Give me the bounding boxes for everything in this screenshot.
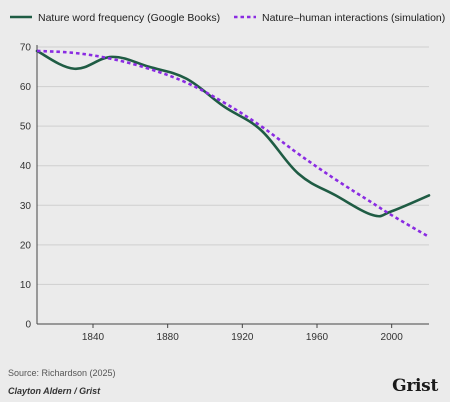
y-tick-label-70: 70: [20, 43, 32, 54]
y-tick-label-0: 0: [25, 320, 31, 331]
x-tick-label-1960: 1960: [306, 332, 329, 343]
y-tick-label-60: 60: [20, 82, 32, 93]
legend-label-2: Nature–human interactions (simulation): [262, 12, 445, 24]
byline: Clayton Aldern / Grist: [8, 386, 101, 396]
x-tick-label-1840: 1840: [82, 332, 105, 343]
source-note: Source: Richardson (2025): [8, 368, 116, 378]
x-tick-label-2000: 2000: [381, 332, 404, 343]
x-tick-label-1920: 1920: [231, 332, 254, 343]
y-tick-label-20: 20: [20, 240, 32, 251]
line-chart: 0 10 20 30 40 50 60 70 1840 1880 1920 1960 2000 Natur…: [10, 12, 445, 343]
series-line-word-frequency: [35, 49, 431, 218]
y-tick-label-40: 40: [20, 161, 32, 172]
series-line-simulation: [36, 49, 430, 239]
y-tick-label-50: 50: [20, 122, 32, 133]
x-tick-label-1880: 1880: [157, 332, 180, 343]
y-tick-label-30: 30: [20, 201, 32, 212]
grist-logo: Grist: [392, 376, 438, 396]
legend-label-1: Nature word frequency (Google Books): [38, 12, 220, 24]
y-tick-label-10: 10: [20, 280, 32, 291]
